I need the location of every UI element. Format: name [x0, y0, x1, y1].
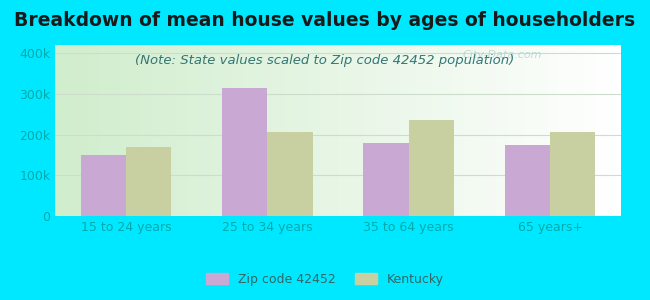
Bar — [409, 120, 454, 216]
Bar — [550, 132, 595, 216]
Legend: Zip code 42452, Kentucky: Zip code 42452, Kentucky — [201, 268, 449, 291]
Text: (Note: State values scaled to Zip code 42452 population): (Note: State values scaled to Zip code 4… — [135, 54, 515, 67]
Text: City-Data.com: City-Data.com — [462, 50, 542, 60]
Bar — [363, 143, 409, 216]
Bar — [222, 88, 267, 216]
Text: Breakdown of mean house values by ages of householders: Breakdown of mean house values by ages o… — [14, 11, 636, 29]
Bar — [505, 145, 550, 216]
Bar — [81, 155, 126, 216]
Bar — [267, 132, 313, 216]
Bar — [126, 147, 171, 216]
